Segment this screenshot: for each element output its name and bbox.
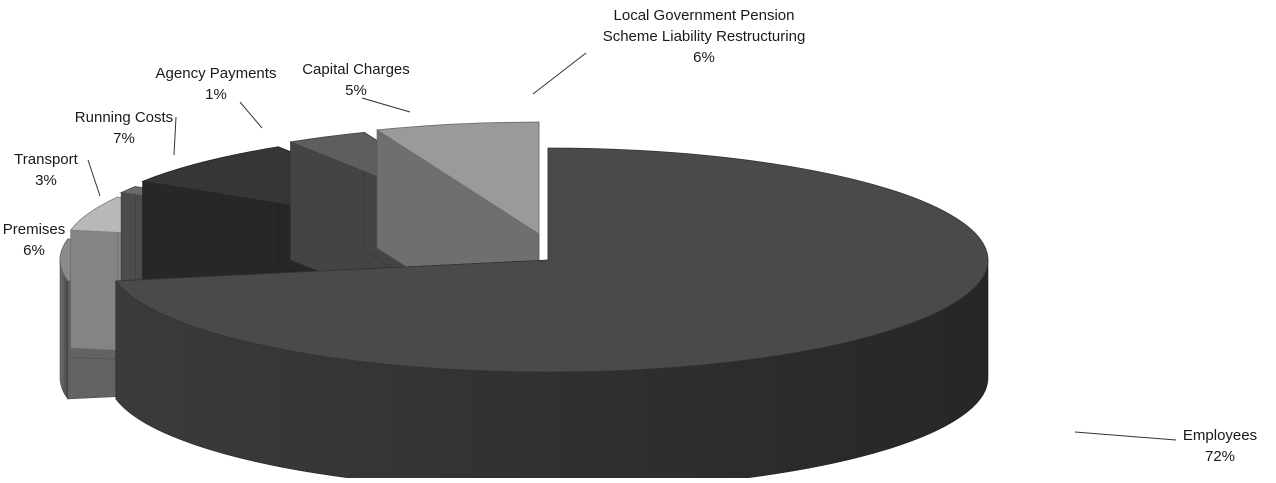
- slice-percent-label: 7%: [113, 130, 135, 147]
- slice-label-group: Capital Charges 5%: [302, 61, 411, 113]
- slice-label-group: Local Government Pension Scheme Liability…: [532, 7, 806, 95]
- slice-label-group: Premises 6%: [3, 221, 66, 259]
- slice-side-shade: [115, 260, 988, 483]
- pie-slice-employees: [115, 147, 989, 483]
- slice-label-group: Running Costs 7%: [75, 109, 177, 156]
- slice-side-shade: [60, 260, 68, 399]
- slice-label: Local Government Pension: [614, 7, 795, 24]
- leader-line: [239, 101, 263, 129]
- slice-label-group: Agency Payments 1%: [156, 65, 277, 129]
- leader-line: [87, 159, 101, 197]
- slice-label: Running Costs: [75, 109, 173, 126]
- slice-percent-label: 5%: [345, 82, 367, 99]
- leader-line: [532, 52, 587, 95]
- slice-percent-label: 1%: [205, 86, 227, 103]
- slice-label: Scheme Liability Restructuring: [603, 28, 806, 45]
- slice-tops: [59, 121, 989, 483]
- leader-line: [1074, 431, 1177, 441]
- slice-percent-label: 6%: [693, 49, 715, 66]
- leader-line: [361, 97, 411, 113]
- slice-top: [115, 147, 989, 373]
- slice-label: Capital Charges: [302, 61, 410, 78]
- slice-label: Premises: [3, 221, 66, 238]
- slice-label-group: Employees 72%: [1074, 427, 1257, 465]
- slice-percent-label: 3%: [35, 172, 57, 189]
- slice-label-group: Transport 3%: [14, 151, 101, 197]
- slice-top: [375, 121, 540, 235]
- leader-line: [173, 116, 177, 156]
- slice-percent-label: 72%: [1205, 448, 1235, 465]
- slice-label: Transport: [14, 151, 78, 168]
- slice-label: Agency Payments: [156, 65, 277, 82]
- slice-label: Employees: [1183, 427, 1257, 444]
- slice-percent-label: 6%: [23, 242, 45, 259]
- slice-labels: Employees 72% Local Government Pension Sche…: [3, 7, 1257, 465]
